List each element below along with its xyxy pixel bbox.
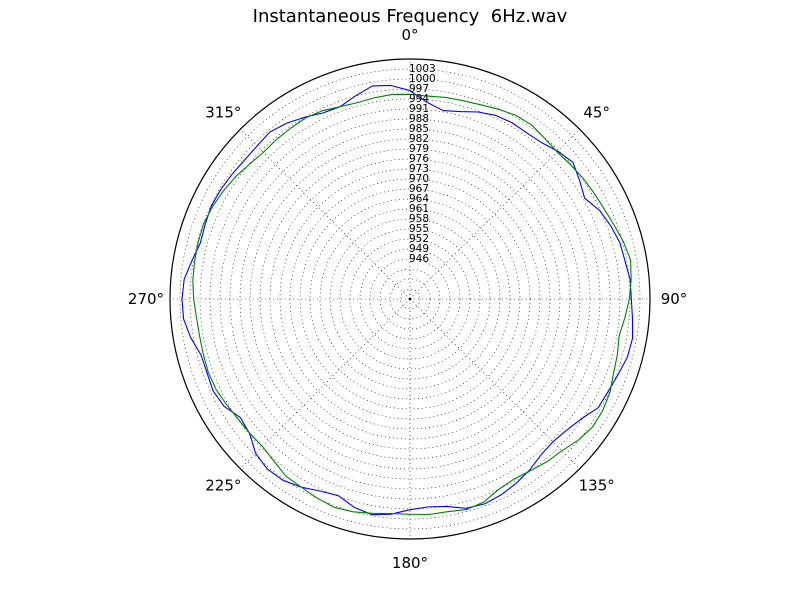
radial-tick-label: 958 — [409, 213, 429, 225]
polar-frame — [169, 58, 651, 540]
radial-tick-label: 997 — [409, 83, 429, 95]
angular-tick-label: 0° — [401, 26, 418, 44]
series-layer — [181, 84, 634, 516]
series-line-1 — [181, 84, 634, 516]
radial-gridline — [279, 168, 541, 430]
angular-gridline — [240, 298, 411, 469]
radial-tick-label: 970 — [409, 173, 429, 185]
angular-tick-label: 45° — [583, 103, 610, 121]
radial-gridline — [339, 228, 481, 370]
angular-tick-label: 180° — [392, 554, 428, 572]
radial-gridline — [199, 88, 621, 510]
radial-tick-label: 973 — [409, 163, 429, 175]
angular-tick-label: 315° — [205, 103, 241, 121]
radial-tick-label: 991 — [409, 103, 429, 115]
radial-gridline — [359, 248, 461, 350]
radial-tick-label: 1003 — [409, 63, 436, 75]
radial-gridline — [379, 268, 441, 330]
radial-tick-label: 988 — [409, 113, 429, 125]
radial-tick-label: 967 — [409, 183, 429, 195]
radial-tick-label: 949 — [409, 243, 429, 255]
radial-gridline — [399, 288, 421, 310]
grid-layer — [170, 59, 650, 539]
radial-gridline — [239, 128, 581, 470]
angular-tick-label: 270° — [128, 290, 164, 308]
radial-tick-label: 952 — [409, 233, 429, 245]
radial-tick-label: 976 — [409, 153, 429, 165]
radial-tick-label: 1000 — [409, 73, 436, 85]
radial-tick-label: 946 — [409, 253, 429, 265]
polar-center — [408, 297, 412, 301]
radial-gridline — [319, 208, 501, 390]
radial-tick-label: 955 — [409, 223, 429, 235]
angular-tick-label: 135° — [579, 477, 615, 495]
radial-tick-label: 979 — [409, 143, 429, 155]
angular-gridline — [409, 298, 580, 469]
radial-gridline — [299, 188, 521, 410]
radial-tick-label: 985 — [409, 123, 429, 135]
series-line-2 — [192, 93, 632, 516]
angular-gridline — [409, 129, 580, 300]
angular-tick-label: 225° — [205, 477, 241, 495]
angular-tick-label: 90° — [661, 290, 688, 308]
label-layer: 0° 45° 90° 135° 180° 225° 270° 315° 946949952955… — [128, 26, 687, 572]
radial-tick-label: 961 — [409, 203, 429, 215]
radial-tick-label: 964 — [409, 193, 429, 205]
radial-gridline — [219, 108, 601, 490]
radial-gridline — [259, 148, 561, 450]
frame-layer — [169, 58, 651, 540]
radial-tick-label: 994 — [409, 93, 429, 105]
chart-title: Instantaneous Frequency 6Hz.wav — [252, 6, 568, 27]
angular-gridline — [240, 129, 411, 300]
radial-tick-label: 982 — [409, 133, 429, 145]
radial-gridline — [179, 68, 641, 530]
